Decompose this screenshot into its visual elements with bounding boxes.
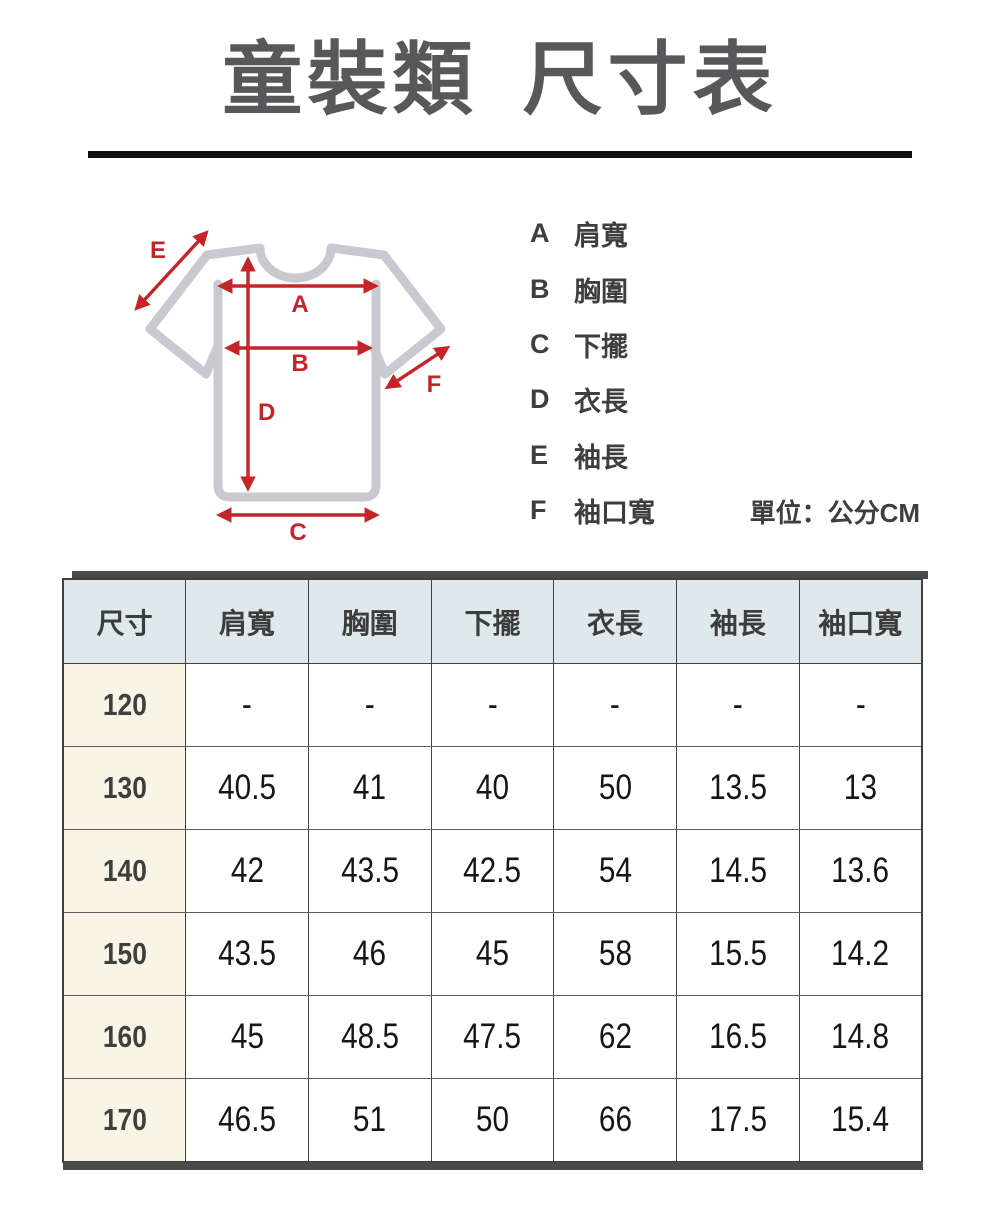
legend-item-d: D 衣長 [530,372,655,427]
diagram-label-b: B [291,350,308,377]
value-cell: 42 [185,829,309,913]
value-cell: 13.5 [676,746,800,830]
value-cell: 62 [553,995,678,1079]
value-cell: 47.5 [430,995,555,1079]
diagram-label-f: F [427,371,442,398]
page-title: 童裝類 尺寸表 [222,35,778,124]
value-cell: 45 [185,995,309,1079]
arrow-sleeve-length [134,230,209,311]
table-row: 130 40.5 41 40 50 13.5 13 [62,746,923,830]
size-table-body: 120- - - - - -130 40.5 41 40 50 13.5 13 140 42 43.5 42.… [62,663,923,1162]
column-header: 肩寬 [185,578,309,664]
value-cell: - [307,663,432,747]
diagram-label-e: E [150,237,166,264]
legend-label: 袖長 [574,442,628,473]
table-row: 140 42 43.5 42.5 54 14.5 13.6 [62,829,923,913]
value-cell: 50 [553,746,678,830]
value-cell: 54 [553,829,678,913]
legend-label: 袖口寬 [574,498,655,529]
value-cell: 40.5 [185,746,309,830]
value-cell: 14.2 [798,912,923,996]
legend-item-c: C 下擺 [530,317,655,372]
legend-item-b: B 胸圍 [530,261,655,316]
legend-key: F [530,495,547,526]
value-cell: 51 [307,1078,432,1162]
tshirt-top-outline [145,243,446,379]
legend-item-a: A 肩寬 [530,206,655,261]
legend-key: E [530,439,549,470]
size-cell: 130 [62,746,187,830]
table-bottom-bar [63,1162,923,1170]
header-row: 尺寸 肩寬 胸圍 下擺 衣長 袖長 袖口寬 [62,578,923,664]
column-header: 尺寸 [62,578,187,664]
table-row: 170 46.5 51 50 66 17.5 15.4 [62,1078,923,1162]
column-header: 袖口寬 [798,578,923,664]
legend-key: C [530,328,550,359]
size-table: 尺寸 肩寬 胸圍 下擺 衣長 袖長 袖口寬 120- - - - - -130 40.5 41 40 50 13… [62,578,923,1163]
value-cell: 13.6 [798,829,923,913]
value-cell: 50 [430,1078,555,1162]
title-divider [88,151,912,158]
value-cell: - [430,663,555,747]
arrow-cuff-width [384,345,451,390]
value-cell: 43.5 [307,829,432,913]
size-cell: 140 [62,829,187,913]
diagram-label-c: C [289,519,306,546]
legend-key: A [530,218,550,249]
legend-label: 胸圍 [574,276,628,307]
value-cell: 16.5 [676,995,800,1079]
diagram-label-d: D [258,399,275,426]
table-top-bar [72,571,928,579]
diagram-label-a: A [291,291,308,318]
value-cell: 45 [430,912,555,996]
value-cell: - [553,663,678,747]
column-header: 衣長 [553,578,678,664]
size-cell: 160 [62,995,187,1079]
value-cell: 41 [307,746,432,830]
legend-key: D [530,384,550,415]
table-row: 160 45 48.5 47.5 62 16.5 14.8 [62,995,923,1079]
value-cell: - [185,663,309,747]
tshirt-measurement-diagram: A B C D E F [134,230,451,546]
value-cell: 15.5 [676,912,800,996]
value-cell: 40 [430,746,555,830]
tshirt-body-outline [213,279,381,502]
table-row: 150 43.5 46 45 58 15.5 14.2 [62,912,923,996]
value-cell: 43.5 [185,912,309,996]
value-cell: 42.5 [430,829,555,913]
column-header: 下擺 [430,578,555,664]
size-cell: 170 [62,1078,187,1162]
size-cell: 120 [62,663,187,747]
unit-note: 單位：公分CM [749,498,920,528]
measurement-legend: A 肩寬 B 胸圍 C 下擺 D 衣長 E 袖長 F 袖口寬 [530,206,655,538]
value-cell: 14.8 [798,995,923,1079]
value-cell: - [676,663,800,747]
size-cell: 150 [62,912,187,996]
legend-label: 肩寬 [574,221,628,252]
legend-item-f: F 袖口寬 [530,483,655,538]
value-cell: 13 [798,746,923,830]
value-cell: 66 [553,1078,678,1162]
value-cell: 48.5 [307,995,432,1079]
value-cell: 58 [553,912,678,996]
legend-item-e: E 袖長 [530,428,655,483]
table-row: 120- - - - - - [62,663,923,747]
legend-key: B [530,273,550,304]
size-table-header: 尺寸 肩寬 胸圍 下擺 衣長 袖長 袖口寬 [62,578,923,664]
legend-label: 下擺 [574,331,628,362]
legend-label: 衣長 [574,387,628,418]
column-header: 胸圍 [307,578,432,664]
column-header: 袖長 [676,578,800,664]
value-cell: 17.5 [676,1078,800,1162]
value-cell: 46 [307,912,432,996]
value-cell: - [798,663,923,747]
value-cell: 14.5 [676,829,800,913]
value-cell: 46.5 [185,1078,309,1162]
value-cell: 15.4 [798,1078,923,1162]
